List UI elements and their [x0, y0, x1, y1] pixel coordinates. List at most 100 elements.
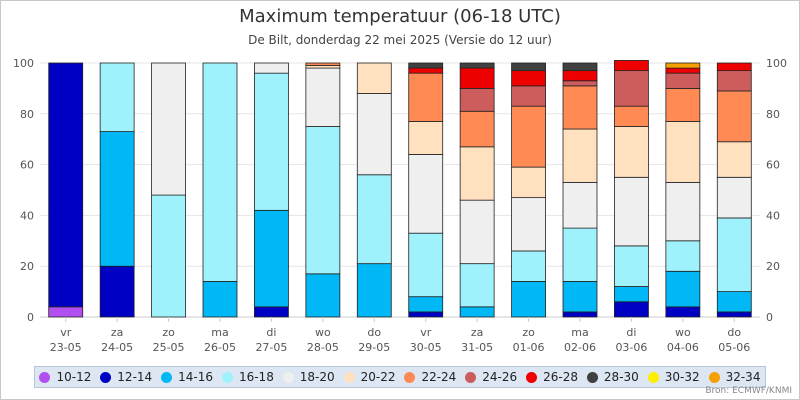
- x-tick-label-date: 23-05: [50, 341, 82, 354]
- x-tick-label-day: wo: [315, 326, 331, 339]
- x-tick-label-day: zo: [162, 326, 175, 339]
- bar-segment-26-28: [665, 67, 701, 74]
- bar-segment-24-26: [459, 88, 495, 112]
- y-tick-label-left: 20: [20, 260, 34, 273]
- bar-segment-10-12: [48, 306, 84, 318]
- bar-segment-18-20: [511, 197, 546, 252]
- bar-segment-14-16: [202, 281, 238, 318]
- bar-segment-14-16: [562, 281, 598, 313]
- legend-item-14-16[interactable]: 14-16: [161, 370, 213, 384]
- bar-segment-12-14: [99, 265, 135, 318]
- legend-item-24-26[interactable]: 24-26: [465, 370, 517, 384]
- bar-segment-24-26: [716, 70, 752, 92]
- legend-item-12-14[interactable]: 12-14: [100, 370, 152, 384]
- bar-segment-18-20: [356, 93, 392, 176]
- y-tick-label-right: 100: [766, 57, 787, 70]
- bar-segment-18-20: [562, 181, 598, 229]
- legend-label: 14-16: [178, 370, 213, 384]
- bar-segment-26-28: [716, 62, 752, 72]
- bar-segment-20-22: [356, 62, 392, 94]
- bar-segment-12-14: [716, 311, 752, 318]
- bar-segment-16-18: [151, 194, 186, 318]
- bar-segment-20-22: [459, 146, 495, 201]
- bar-segment-16-18: [408, 232, 444, 298]
- bar-segment-14-16: [614, 286, 649, 303]
- chart-subtitle: De Bilt, donderdag 22 mei 2025 (Versie d…: [248, 33, 552, 47]
- y-tick-label-right: 40: [766, 209, 780, 222]
- bar-segment-16-18: [305, 126, 341, 275]
- bar-segment-12-14: [562, 311, 598, 318]
- bar-segment-14-16: [254, 209, 289, 308]
- legend-item-22-24[interactable]: 22-24: [404, 370, 456, 384]
- bar-segment-16-18: [665, 240, 701, 272]
- bar-segment-16-18: [99, 62, 135, 132]
- bar-segment-16-18: [562, 227, 598, 282]
- bar-segment-14-16: [665, 270, 701, 308]
- legend-swatch: [282, 371, 294, 383]
- bar-segment-22-24: [305, 62, 341, 66]
- bar-segment-26-28: [562, 70, 598, 82]
- legend-swatch: [343, 371, 355, 383]
- legend-item-30-32[interactable]: 30-32: [647, 370, 700, 384]
- y-tick-label-left: 40: [20, 209, 34, 222]
- legend-swatch: [221, 371, 233, 383]
- legend-swatch: [647, 371, 659, 383]
- bar-segment-22-24: [562, 85, 598, 130]
- bar-segment-12-14: [614, 301, 649, 318]
- x-tick-label-date: 02-06: [564, 341, 596, 354]
- x-tick-label-date: 25-05: [153, 341, 185, 354]
- legend-item-26-28[interactable]: 26-28: [526, 370, 578, 384]
- y-tick-label-left: 80: [20, 108, 34, 121]
- x-tick-label-date: 28-05: [307, 341, 339, 354]
- legend-swatch: [39, 371, 51, 383]
- legend-item-28-30[interactable]: 28-30: [586, 370, 639, 384]
- legend-label: 16-18: [238, 370, 274, 384]
- bar-segment-18-20: [408, 154, 444, 234]
- bar-segment-16-18: [459, 263, 495, 308]
- legend-item-16-18[interactable]: 16-18: [221, 370, 274, 384]
- x-tick-label-day: di: [266, 326, 276, 339]
- legend-item-10-12[interactable]: 10-12: [39, 370, 91, 384]
- bar-segment-14-16: [356, 263, 392, 318]
- x-tick-label-day: vr: [420, 326, 432, 339]
- chart-title: Maximum temperatuur (06-18 UTC): [239, 6, 561, 27]
- x-tick-label-day: do: [367, 326, 381, 339]
- bar-segment-16-18: [254, 72, 289, 211]
- bar-segment-18-20: [254, 62, 289, 74]
- bar-segment-14-16: [459, 306, 495, 318]
- bar-segment-20-22: [408, 121, 444, 155]
- x-tick-label-date: 01-06: [513, 341, 545, 354]
- y-tick-label-left: 100: [13, 57, 34, 70]
- x-tick-label-day: za: [471, 326, 484, 339]
- x-tick-label-date: 03-06: [615, 341, 647, 354]
- bar-segment-20-22: [562, 128, 598, 183]
- legend-label: 22-24: [421, 370, 457, 384]
- bar-segment-26-28: [511, 70, 546, 87]
- bar-segment-28-30: [562, 62, 598, 72]
- bar-segment-26-28: [614, 60, 649, 72]
- legend-label: 26-28: [543, 370, 578, 384]
- chart-legend: 10-12 12-14 14-16 16-18 18-20 20-22 22-24 24-26…: [34, 366, 766, 388]
- bar-segment-12-14: [408, 311, 444, 318]
- bar-segment-26-28: [459, 67, 495, 89]
- bar-segment-20-22: [511, 166, 546, 199]
- bar-segment-14-16: [99, 131, 135, 267]
- x-tick-label-date: 27-05: [255, 341, 287, 354]
- legend-item-32-34[interactable]: 32-34: [708, 370, 760, 384]
- bar-segment-20-22: [716, 141, 752, 178]
- legend-label: 10-12: [56, 370, 92, 384]
- legend-item-18-20[interactable]: 18-20: [282, 370, 335, 384]
- bar-segment-22-24: [408, 72, 444, 122]
- bar-segment-24-26: [562, 80, 598, 87]
- legend-label: 24-26: [482, 370, 518, 384]
- y-tick-label-right: 0: [766, 311, 773, 324]
- legend-item-20-22[interactable]: 20-22: [343, 370, 395, 384]
- legend-swatch: [526, 371, 538, 383]
- bar-segment-18-20: [716, 176, 752, 219]
- legend-swatch: [465, 371, 477, 383]
- bar-segment-18-20: [151, 62, 186, 196]
- bar-segment-16-18: [614, 245, 649, 287]
- bar-segment-22-24: [716, 90, 752, 143]
- bar-segment-24-26: [665, 72, 701, 89]
